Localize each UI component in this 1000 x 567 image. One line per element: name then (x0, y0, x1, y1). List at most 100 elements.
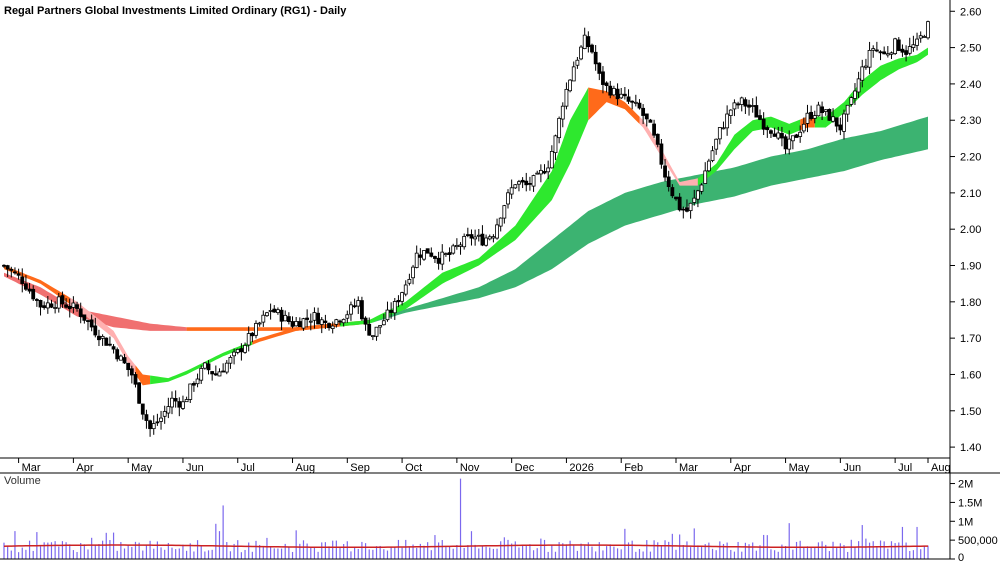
candle-body (904, 50, 908, 55)
candle-body (765, 127, 770, 131)
candle-body (575, 59, 580, 66)
trend-ribbon-short-term (150, 341, 253, 385)
candle-body (60, 295, 65, 305)
candle-body (882, 51, 887, 55)
candle-body (53, 307, 58, 309)
candle-body (42, 305, 47, 308)
candle-body (370, 335, 375, 338)
candle-body (739, 97, 744, 105)
candle-body (666, 176, 671, 188)
candle-body (568, 79, 572, 92)
y-tick-label: 1.90 (960, 261, 981, 273)
candle-body (615, 88, 620, 100)
candle-body (89, 319, 94, 328)
candle-body (780, 133, 784, 139)
x-tick-label: 2026 (569, 462, 593, 474)
candle-body (670, 187, 675, 197)
candle-body (414, 252, 419, 268)
candle-body (155, 421, 160, 424)
candle-body (341, 318, 346, 324)
candle-body (213, 373, 218, 376)
trend-ribbon-short-term (697, 116, 801, 186)
volume-average-line (3, 544, 928, 549)
y-tick-label: 2.30 (960, 115, 981, 127)
candle-body (221, 370, 226, 373)
candle-body (137, 382, 142, 404)
candle-body (495, 224, 499, 239)
candle-body (140, 403, 145, 415)
candle-body (374, 326, 379, 337)
candle-body (747, 104, 751, 108)
x-tick-label: Feb (624, 462, 643, 474)
candle-body (166, 406, 171, 414)
candle-body (286, 316, 291, 323)
candle-body (619, 93, 624, 99)
candle-body (177, 401, 182, 408)
candle-body (20, 276, 25, 284)
candle-body (433, 256, 437, 259)
candle-body (637, 102, 642, 109)
candle-body (38, 300, 43, 308)
candle-body (816, 104, 821, 117)
candle-body (633, 101, 638, 104)
candle-body (283, 314, 288, 322)
candle-body (736, 103, 740, 106)
candle-body (849, 97, 854, 105)
candle-body (663, 165, 667, 178)
candle-body (2, 264, 6, 267)
trend-ribbon-long-term (369, 116, 928, 324)
y-tick-label: 2.50 (960, 43, 981, 55)
candle-body (82, 314, 87, 321)
candle-body (476, 234, 481, 237)
candle-body (469, 234, 474, 239)
candle-body (743, 99, 748, 107)
y-tick-label: 1.70 (960, 333, 981, 345)
candle-body (418, 254, 423, 258)
volume-tick-label: 1.5M (958, 497, 982, 509)
candle-body (465, 234, 470, 237)
candle-body (535, 172, 540, 175)
x-tick-label: Nov (460, 462, 480, 474)
candle-body (13, 271, 17, 274)
candle-body (630, 100, 635, 103)
candle-body (703, 170, 708, 184)
candle-body (199, 368, 204, 381)
candle-body (67, 305, 72, 310)
y-tick-label: 2.20 (960, 152, 981, 164)
candle-body (27, 288, 32, 292)
candle-body (9, 268, 14, 271)
candle-body (553, 135, 558, 154)
candle-body (794, 134, 799, 138)
candle-body (549, 151, 554, 169)
candle-body (159, 417, 163, 422)
candle-body (783, 136, 788, 150)
candle-body (885, 53, 890, 56)
candle-body (126, 362, 131, 371)
candle-body (538, 169, 543, 175)
x-tick-label: Dec (515, 462, 535, 474)
candle-body (71, 302, 76, 308)
candle-body (78, 308, 83, 317)
candle-body (893, 38, 898, 54)
candle-body (224, 362, 229, 373)
candle-body (513, 184, 518, 189)
candle-body (400, 292, 404, 302)
candle-body (560, 105, 565, 120)
candle-body (268, 310, 273, 312)
candle-body (608, 85, 613, 96)
candle-body (462, 235, 467, 248)
candle-body (911, 44, 916, 48)
x-tick-label: Aug (296, 462, 316, 474)
candle-body (509, 187, 514, 195)
candle-body (312, 312, 317, 321)
candle-body (444, 253, 448, 255)
candle-body (210, 371, 215, 375)
candle-body (681, 208, 686, 211)
candle-body (531, 175, 536, 187)
candle-body (546, 167, 551, 173)
candle-body (403, 284, 408, 295)
candle-body (597, 62, 602, 74)
candle-body (604, 82, 609, 87)
candle-body (228, 357, 233, 364)
candle-body (491, 236, 496, 239)
